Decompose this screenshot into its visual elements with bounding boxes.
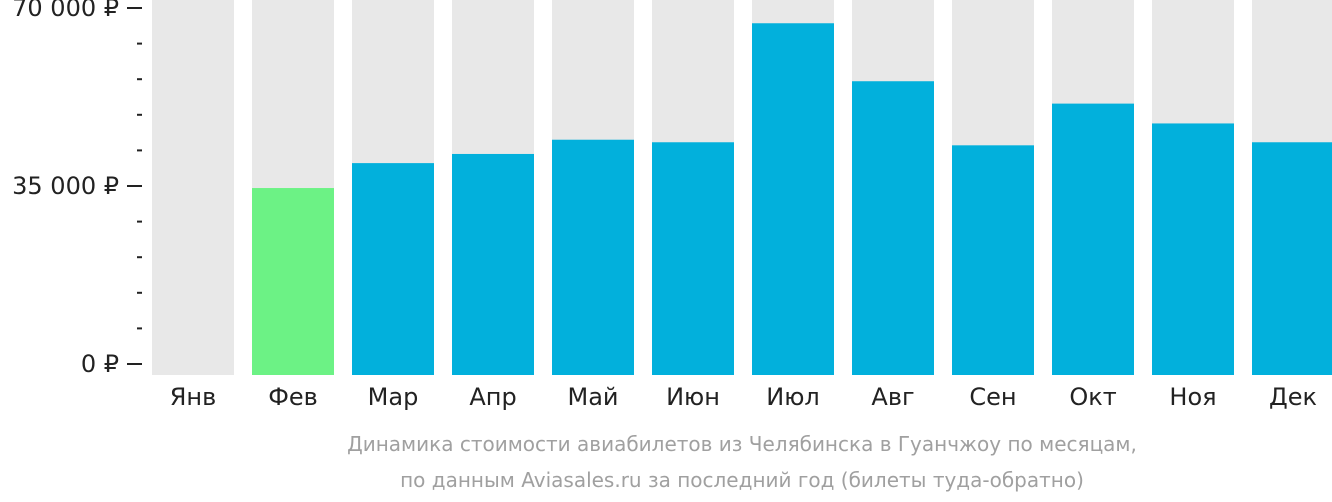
x-tick-label: Дек	[1269, 383, 1317, 411]
y-tick-label: 35 000 ₽	[12, 172, 119, 200]
x-tick-label: Июн	[666, 383, 720, 411]
bar-2	[252, 188, 334, 375]
x-tick-label: Мар	[368, 383, 419, 411]
x-tick-label: Окт	[1069, 383, 1116, 411]
x-tick-label: Авг	[871, 383, 914, 411]
x-tick-label: Июл	[766, 383, 820, 411]
bar-10	[1052, 103, 1134, 376]
chart-subtitle: по данным Aviasales.ru за последний год …	[400, 468, 1084, 492]
x-tick-label: Сен	[969, 383, 1016, 411]
bar-11	[1152, 123, 1234, 376]
x-tick-label: Май	[567, 383, 618, 411]
bar-12	[1252, 142, 1332, 375]
x-tick-label: Фев	[268, 383, 318, 411]
y-tick-label: 70 000 ₽	[12, 0, 119, 22]
chart-title: Динамика стоимости авиабилетов из Челяби…	[347, 432, 1137, 456]
bar-3	[352, 163, 434, 375]
bar-7	[752, 23, 834, 376]
bar-9	[952, 145, 1034, 375]
bar-8	[852, 81, 934, 375]
x-tick-label: Янв	[170, 383, 217, 411]
bar-6	[652, 142, 734, 375]
bar-4	[452, 153, 534, 375]
bar-track-1	[152, 0, 234, 375]
bar-5	[552, 139, 634, 375]
x-tick-label: Ноя	[1169, 383, 1216, 411]
y-tick-label: 0 ₽	[81, 350, 119, 378]
x-tick-label: Апр	[469, 383, 516, 411]
